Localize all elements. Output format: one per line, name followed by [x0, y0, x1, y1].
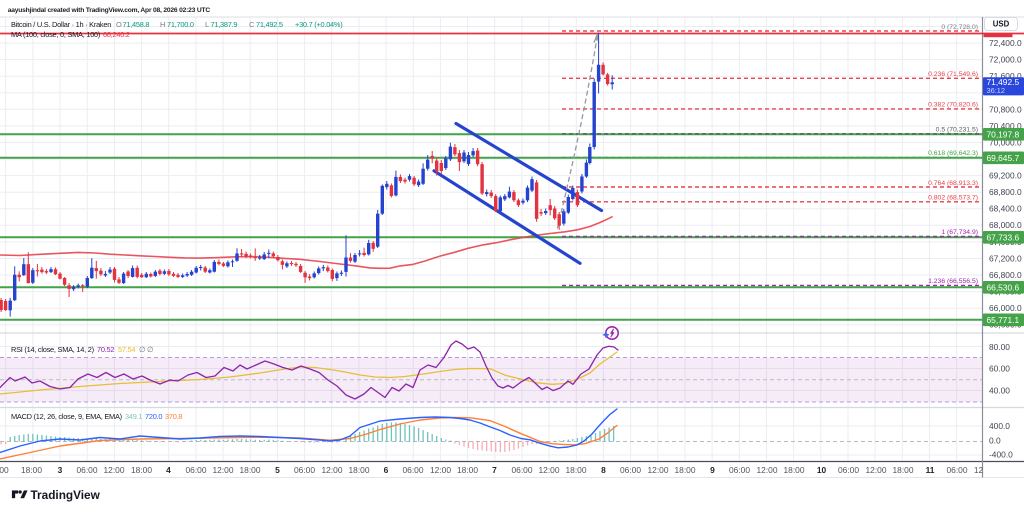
svg-text:67,200.0: 67,200.0 [989, 253, 1022, 263]
svg-text:O: O [116, 20, 122, 29]
svg-text:∅: ∅ [139, 345, 145, 354]
svg-text:USD: USD [993, 20, 1010, 29]
svg-text:66,530.6: 66,530.6 [987, 282, 1020, 292]
svg-text:36:12: 36:12 [987, 86, 1006, 95]
svg-text:66,000.0: 66,000.0 [989, 303, 1022, 313]
svg-text:18:00: 18:00 [566, 465, 587, 475]
svg-text:MACD (12, 26, close, 9, EMA, E: MACD (12, 26, close, 9, EMA, EMA) [11, 412, 122, 421]
svg-text:12:00: 12:00 [648, 465, 669, 475]
svg-text:0 (72,728.0): 0 (72,728.0) [941, 24, 978, 31]
svg-text:18:00: 18:00 [21, 465, 42, 475]
svg-text:00: 00 [0, 465, 9, 475]
svg-text:12:00: 12:00 [213, 465, 234, 475]
svg-text:60.00: 60.00 [989, 364, 1010, 374]
svg-text:0.0: 0.0 [989, 436, 1001, 446]
svg-text:06:00: 06:00 [403, 465, 424, 475]
svg-text:8: 8 [601, 465, 606, 475]
svg-text:70,800.0: 70,800.0 [989, 104, 1022, 114]
svg-text:65,771.1: 65,771.1 [987, 315, 1020, 325]
svg-text:0.5 (70,231.5): 0.5 (70,231.5) [936, 127, 978, 134]
svg-text:80.00: 80.00 [989, 342, 1010, 352]
svg-text:69,200.0: 69,200.0 [989, 171, 1022, 181]
svg-text:3: 3 [58, 465, 63, 475]
svg-text:70,197.8: 70,197.8 [987, 129, 1020, 139]
svg-text:70.52: 70.52 [97, 345, 114, 354]
svg-text:06:00: 06:00 [729, 465, 750, 475]
svg-text:0.802 (68,573.7): 0.802 (68,573.7) [928, 195, 978, 202]
svg-text:06:00: 06:00 [512, 465, 533, 475]
svg-text:66,800.0: 66,800.0 [989, 270, 1022, 280]
svg-text:18:00: 18:00 [675, 465, 696, 475]
svg-text:Bitcoin / U.S. Dollar · 1h · K: Bitcoin / U.S. Dollar · 1h · Kraken [11, 20, 111, 29]
svg-text:67,733.6: 67,733.6 [987, 232, 1020, 242]
svg-text:12:00: 12:00 [322, 465, 343, 475]
svg-text:18:00: 18:00 [457, 465, 478, 475]
svg-text:06:00: 06:00 [77, 465, 98, 475]
svg-text:72,400.0: 72,400.0 [989, 38, 1022, 48]
svg-text:12:00: 12:00 [757, 465, 778, 475]
svg-text:57.54: 57.54 [118, 345, 135, 354]
svg-text:11: 11 [926, 465, 935, 475]
svg-text:71,458.8: 71,458.8 [123, 20, 150, 29]
svg-text:18:00: 18:00 [240, 465, 261, 475]
svg-text:06:00: 06:00 [947, 465, 968, 475]
svg-text:72,000.0: 72,000.0 [989, 55, 1022, 65]
svg-text:H: H [160, 20, 165, 29]
svg-text:06:00: 06:00 [838, 465, 859, 475]
svg-text:370.8: 370.8 [165, 412, 182, 421]
svg-text:10: 10 [817, 465, 827, 475]
svg-text:12:00: 12:00 [430, 465, 451, 475]
svg-text:40.00: 40.00 [989, 386, 1010, 396]
svg-text:12:00: 12:00 [866, 465, 887, 475]
svg-text:MA (100, close, 0, SMA, 100): MA (100, close, 0, SMA, 100) [11, 30, 100, 39]
svg-text:18:00: 18:00 [893, 465, 914, 475]
svg-text:68,400.0: 68,400.0 [989, 204, 1022, 214]
svg-text:18:00: 18:00 [131, 465, 152, 475]
svg-text:06:00: 06:00 [620, 465, 641, 475]
svg-text:349.1: 349.1 [125, 412, 142, 421]
svg-text:71,492.5: 71,492.5 [987, 77, 1020, 87]
svg-text:L: L [205, 20, 209, 29]
svg-text:71,600.0: 71,600.0 [989, 71, 1022, 81]
svg-text:720.0: 720.0 [145, 412, 162, 421]
svg-text:68,800.0: 68,800.0 [989, 187, 1022, 197]
svg-text:9: 9 [710, 465, 715, 475]
svg-text:+30.7 (+0.04%): +30.7 (+0.04%) [295, 20, 342, 29]
svg-text:6: 6 [384, 465, 389, 475]
svg-text:71,700.0: 71,700.0 [167, 20, 194, 29]
svg-text:TradingView: TradingView [31, 488, 101, 502]
svg-text:18:00: 18:00 [784, 465, 805, 475]
svg-text:18:00: 18:00 [349, 465, 370, 475]
svg-text:68,000.0: 68,000.0 [989, 220, 1022, 230]
svg-text:RSI (14, close, SMA, 14, 2): RSI (14, close, SMA, 14, 2) [11, 345, 94, 354]
svg-text:0.618 (69,642.3): 0.618 (69,642.3) [928, 150, 978, 157]
svg-text:∅: ∅ [147, 345, 153, 354]
svg-text:06:00: 06:00 [186, 465, 207, 475]
svg-text:5: 5 [275, 465, 280, 475]
svg-text:400.0: 400.0 [989, 421, 1010, 431]
svg-text:C: C [249, 20, 255, 29]
svg-text:7: 7 [492, 465, 497, 475]
svg-text:4: 4 [166, 465, 171, 475]
svg-text:1.236 (66,556.5): 1.236 (66,556.5) [928, 278, 978, 285]
svg-text:0.382 (70,820.6): 0.382 (70,820.6) [928, 102, 978, 109]
svg-text:12:00: 12:00 [539, 465, 560, 475]
svg-text:06:00: 06:00 [294, 465, 315, 475]
svg-text:69,645.7: 69,645.7 [987, 153, 1020, 163]
svg-text:12: 12 [974, 465, 984, 475]
svg-text:68,240.2: 68,240.2 [103, 30, 130, 39]
svg-text:aayushjindal created with Trad: aayushjindal created with TradingView.co… [8, 7, 211, 14]
svg-text:70,000.0: 70,000.0 [989, 137, 1022, 147]
svg-text:0.764 (68,913.3): 0.764 (68,913.3) [928, 180, 978, 187]
svg-text:1 (67,734.9): 1 (67,734.9) [941, 229, 978, 236]
svg-text:0.236 (71,549.6): 0.236 (71,549.6) [928, 71, 978, 78]
svg-text:71,387.9: 71,387.9 [211, 20, 238, 29]
svg-text:70,400.0: 70,400.0 [989, 121, 1022, 131]
svg-text:71,492.5: 71,492.5 [256, 20, 283, 29]
svg-text:12:00: 12:00 [104, 465, 125, 475]
svg-text:-400.0: -400.0 [989, 450, 1013, 460]
